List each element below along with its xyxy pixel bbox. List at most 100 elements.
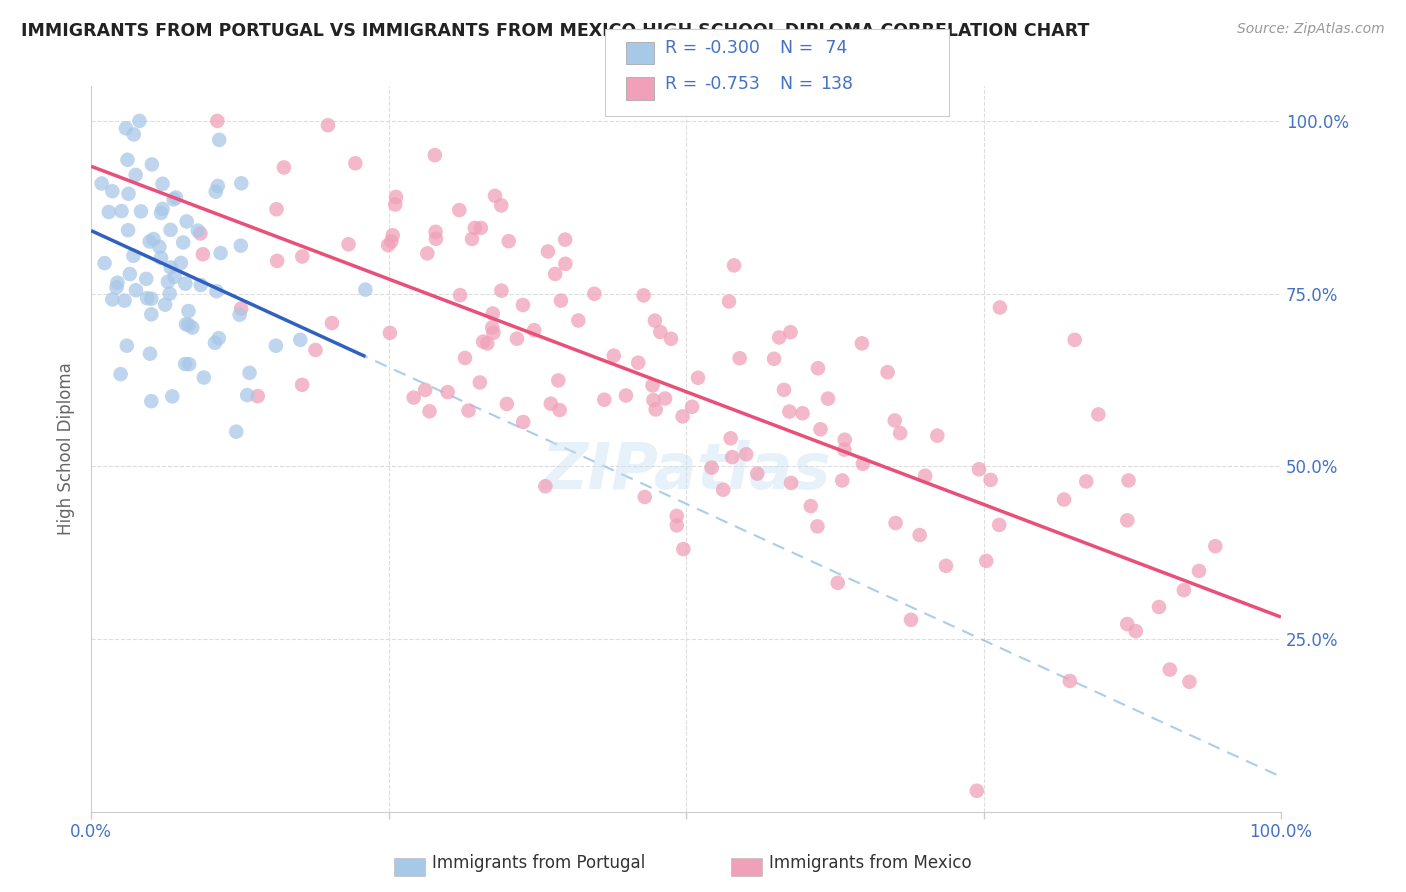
Point: [436, 385, 458, 400]
Point: [554, 257, 576, 271]
Point: [817, 392, 839, 406]
Point: [807, 361, 830, 376]
Text: Source: ZipAtlas.com: Source: ZipAtlas.com: [1237, 22, 1385, 37]
Point: [1063, 333, 1085, 347]
Text: -0.300: -0.300: [704, 39, 761, 57]
Point: [208, 133, 231, 147]
Point: [735, 447, 758, 461]
Point: [779, 325, 801, 339]
Point: [457, 403, 479, 417]
Text: N =: N =: [780, 75, 820, 93]
Point: [717, 294, 740, 309]
Point: [711, 483, 734, 497]
Point: [228, 308, 250, 322]
Point: [1076, 475, 1098, 489]
Point: [128, 114, 150, 128]
Point: [883, 413, 905, 427]
Point: [413, 383, 436, 397]
Point: [423, 148, 446, 162]
Point: [101, 184, 124, 198]
Point: [1204, 539, 1226, 553]
Point: [176, 214, 198, 228]
Point: [728, 351, 751, 366]
Point: [672, 542, 695, 557]
Point: [988, 517, 1011, 532]
Point: [827, 575, 849, 590]
Point: [114, 293, 136, 308]
Point: [876, 365, 898, 379]
Point: [425, 225, 447, 239]
Point: [177, 304, 200, 318]
Point: [231, 176, 253, 190]
Point: [273, 161, 295, 175]
Point: [834, 433, 856, 447]
Point: [644, 313, 666, 327]
Point: [681, 400, 703, 414]
Point: [800, 499, 823, 513]
Point: [1178, 674, 1201, 689]
Point: [548, 403, 571, 417]
Point: [1159, 663, 1181, 677]
Point: [225, 425, 247, 439]
Point: [209, 246, 232, 260]
Point: [190, 277, 212, 292]
Point: [90, 177, 112, 191]
Point: [665, 508, 688, 523]
Point: [544, 267, 567, 281]
Point: [792, 406, 814, 420]
Point: [148, 240, 170, 254]
Point: [156, 275, 179, 289]
Point: [935, 558, 957, 573]
Point: [380, 235, 402, 249]
Point: [966, 784, 988, 798]
Point: [152, 177, 174, 191]
Point: [385, 190, 408, 204]
Point: [117, 223, 139, 237]
Point: [654, 392, 676, 406]
Text: R =: R =: [665, 39, 703, 57]
Point: [967, 462, 990, 476]
Point: [1116, 513, 1139, 527]
Point: [170, 256, 193, 270]
Point: [834, 442, 856, 457]
Point: [1188, 564, 1211, 578]
Text: -0.753: -0.753: [704, 75, 761, 93]
Point: [491, 198, 513, 212]
Point: [470, 221, 492, 235]
Point: [290, 333, 312, 347]
Point: [129, 204, 152, 219]
Point: [138, 235, 160, 249]
Point: [160, 389, 183, 403]
Point: [344, 156, 367, 170]
Point: [139, 347, 162, 361]
Point: [927, 428, 949, 442]
Point: [723, 259, 745, 273]
Point: [190, 227, 212, 241]
Point: [550, 293, 572, 308]
Point: [187, 223, 209, 237]
Point: [316, 118, 339, 132]
Point: [523, 323, 546, 337]
Point: [763, 351, 786, 366]
Point: [229, 238, 252, 252]
Point: [124, 168, 146, 182]
Point: [477, 336, 499, 351]
Point: [914, 468, 936, 483]
Point: [567, 313, 589, 327]
Point: [204, 185, 226, 199]
Point: [416, 246, 439, 260]
Point: [110, 367, 132, 381]
Point: [461, 232, 484, 246]
Point: [141, 307, 163, 321]
Point: [107, 276, 129, 290]
Point: [238, 366, 260, 380]
Point: [980, 473, 1002, 487]
Point: [449, 202, 471, 217]
Point: [115, 339, 138, 353]
Point: [402, 391, 425, 405]
Point: [484, 189, 506, 203]
Point: [153, 298, 176, 312]
Point: [464, 221, 486, 235]
Point: [900, 613, 922, 627]
Point: [454, 351, 477, 365]
